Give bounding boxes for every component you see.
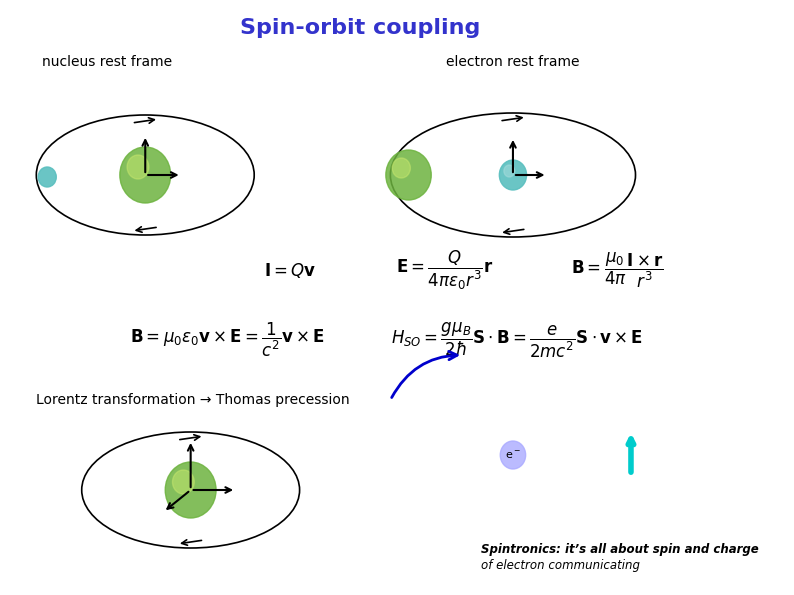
Text: Spintronics: it’s all about spin and charge: Spintronics: it’s all about spin and cha… bbox=[481, 543, 759, 556]
Text: Lorentz transformation → Thomas precession: Lorentz transformation → Thomas precessi… bbox=[37, 393, 350, 407]
Circle shape bbox=[165, 462, 216, 518]
Text: $H_{SO} = \dfrac{g\mu_B}{2\hbar}\mathbf{S}\cdot\mathbf{B} = \dfrac{e}{2mc^2}\mat: $H_{SO} = \dfrac{g\mu_B}{2\hbar}\mathbf{… bbox=[391, 320, 643, 359]
Circle shape bbox=[504, 165, 515, 177]
Circle shape bbox=[120, 147, 171, 203]
Text: $\mathbf{B} = \mu_0\varepsilon_0\mathbf{v}\times\mathbf{E} = \dfrac{1}{c^2}\math: $\mathbf{B} = \mu_0\varepsilon_0\mathbf{… bbox=[129, 321, 325, 359]
Circle shape bbox=[172, 470, 195, 494]
Text: $\mathbf{E} = \dfrac{Q}{4\pi\varepsilon_0 r^3}\mathbf{r}$: $\mathbf{E} = \dfrac{Q}{4\pi\varepsilon_… bbox=[396, 248, 493, 292]
Circle shape bbox=[500, 441, 526, 469]
FancyArrowPatch shape bbox=[391, 352, 457, 397]
Circle shape bbox=[127, 155, 149, 179]
Circle shape bbox=[386, 150, 431, 200]
Circle shape bbox=[38, 167, 56, 187]
Text: nucleus rest frame: nucleus rest frame bbox=[42, 55, 172, 69]
Text: Spin-orbit coupling: Spin-orbit coupling bbox=[241, 18, 480, 38]
Circle shape bbox=[392, 158, 410, 178]
Text: electron rest frame: electron rest frame bbox=[446, 55, 580, 69]
Text: $\mathbf{B} = \dfrac{\mu_0}{4\pi}\dfrac{\mathbf{I}\times\mathbf{r}}{r^3}$: $\mathbf{B} = \dfrac{\mu_0}{4\pi}\dfrac{… bbox=[571, 250, 664, 290]
Text: $\mathbf{I} = Q\mathbf{v}$: $\mathbf{I} = Q\mathbf{v}$ bbox=[264, 261, 317, 280]
Text: of electron communicating: of electron communicating bbox=[481, 559, 640, 572]
Text: e$^-$: e$^-$ bbox=[505, 449, 521, 461]
Circle shape bbox=[499, 160, 526, 190]
